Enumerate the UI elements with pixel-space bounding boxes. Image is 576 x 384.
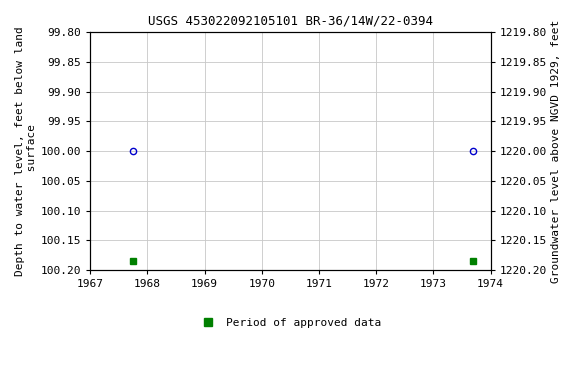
Title: USGS 453022092105101 BR-36/14W/22-0394: USGS 453022092105101 BR-36/14W/22-0394 bbox=[148, 15, 433, 28]
Legend: Period of approved data: Period of approved data bbox=[196, 314, 385, 333]
Y-axis label: Depth to water level, feet below land
 surface: Depth to water level, feet below land su… bbox=[15, 26, 37, 276]
Y-axis label: Groundwater level above NGVD 1929, feet: Groundwater level above NGVD 1929, feet bbox=[551, 20, 561, 283]
